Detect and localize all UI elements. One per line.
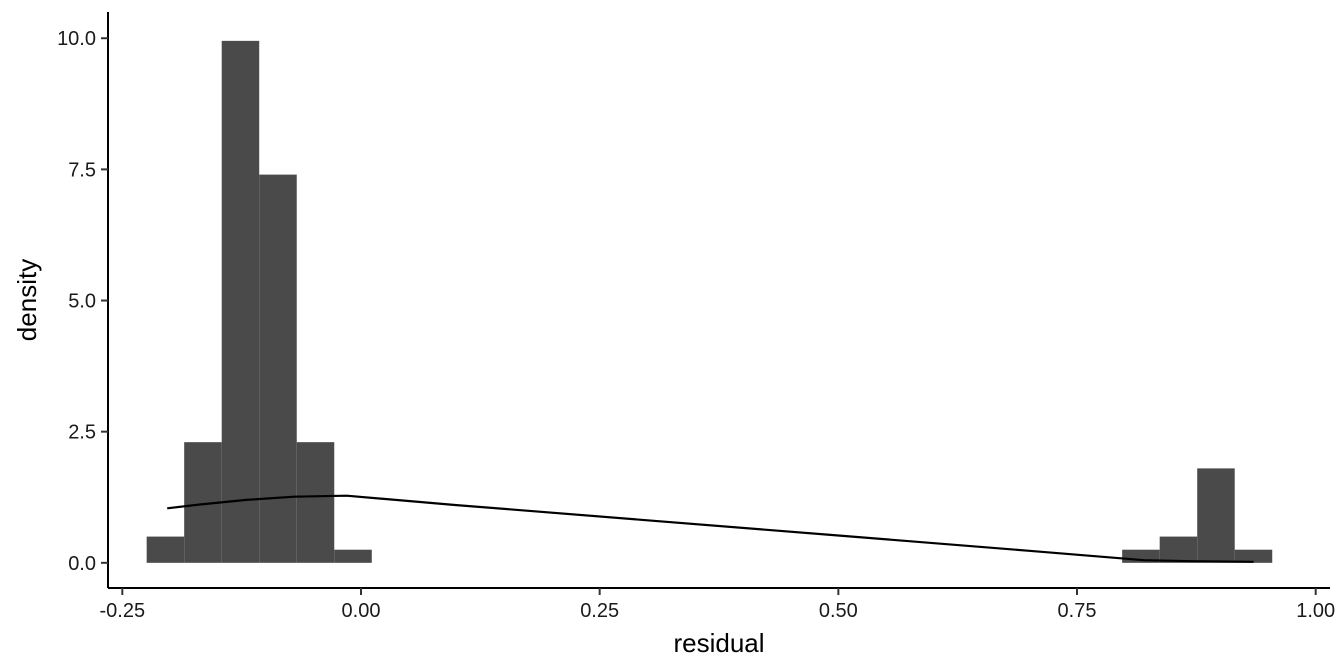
x-axis-title: residual <box>673 628 764 658</box>
y-tick-label: 10.0 <box>57 28 96 50</box>
histogram-bar <box>296 442 335 563</box>
histogram-bar <box>334 549 372 563</box>
y-tick-label: 0.0 <box>68 553 96 575</box>
y-tick-label: 2.5 <box>68 422 96 444</box>
histogram-bar <box>146 536 185 563</box>
histogram-bar <box>1159 536 1198 563</box>
x-tick-label: 0.75 <box>1058 600 1097 622</box>
y-axis-ticks: 0.0 2.5 5.0 7.5 10.0 <box>57 28 108 575</box>
x-tick-label: 0.50 <box>819 600 858 622</box>
histogram-bars <box>146 40 1273 563</box>
histogram-bar <box>1234 549 1273 563</box>
x-tick-label: 0.25 <box>580 600 619 622</box>
density-curve <box>167 494 1254 563</box>
y-axis-title: density <box>12 259 42 341</box>
y-tick-label: 5.0 <box>68 291 96 313</box>
histogram-bar <box>1197 468 1235 563</box>
x-tick-label: 1.00 <box>1296 600 1335 622</box>
x-tick-label: -0.25 <box>100 600 146 622</box>
x-axis-ticks: -0.25 0.00 0.25 0.50 0.75 1.00 <box>100 588 1335 622</box>
histogram-bar <box>221 40 260 563</box>
x-tick-label: 0.00 <box>342 600 381 622</box>
histogram-bar <box>259 174 297 563</box>
y-tick-label: 7.5 <box>68 159 96 181</box>
